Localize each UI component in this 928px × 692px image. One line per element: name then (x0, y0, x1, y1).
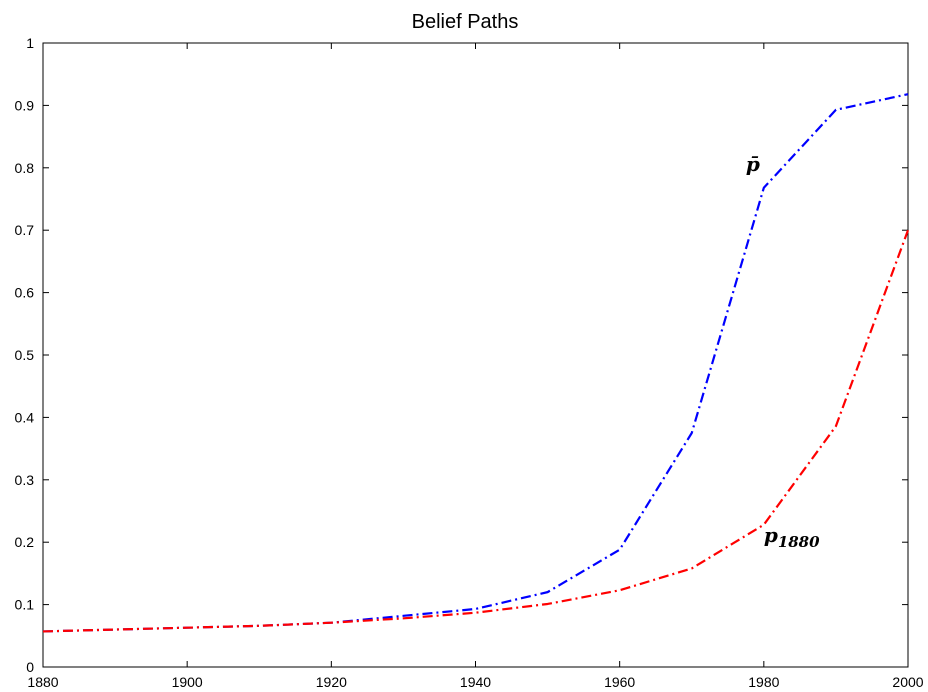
y-tick-label: 0 (26, 659, 34, 675)
y-tick-label: 1 (26, 35, 34, 51)
y-tick-label: 0.1 (15, 597, 35, 613)
x-tick-label: 1960 (604, 674, 635, 690)
y-tick-label: 0.2 (15, 534, 35, 550)
chart-title: Belief Paths (412, 11, 519, 33)
y-tick-label: 0.6 (15, 285, 35, 301)
x-tick-label: 1880 (27, 674, 58, 690)
y-tick-label: 0.5 (15, 347, 35, 363)
y-tick-label: 0.4 (15, 409, 35, 425)
y-axis: 0 0.1 0.2 0.3 0.4 0.5 0.6 0.7 0.8 0.9 1 (15, 35, 908, 675)
x-tick-label: 1920 (316, 674, 347, 690)
y-tick-label: 0.9 (15, 97, 35, 113)
plot-area (42, 42, 909, 668)
annotation-subscript: 1880 (778, 533, 820, 551)
y-tick-label: 0.8 (15, 160, 35, 176)
x-axis: 1880 1900 1920 1940 1960 1980 2000 (27, 43, 924, 690)
series-lines (42, 93, 910, 633)
x-tick-label: 1940 (460, 674, 491, 690)
annotation-label-1: p̄ (746, 152, 760, 176)
x-tick-label: 1980 (748, 674, 779, 690)
series-line-2 (42, 229, 910, 633)
x-tick-label: 2000 (892, 674, 923, 690)
x-tick-label: 1900 (172, 674, 203, 690)
y-tick-label: 0.7 (15, 222, 35, 238)
y-tick-label: 0.3 (15, 472, 35, 488)
